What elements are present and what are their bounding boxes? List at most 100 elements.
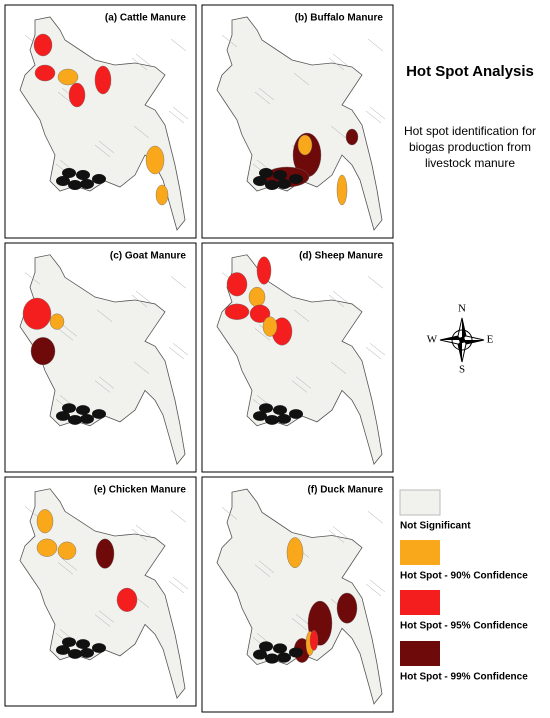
hot-spot	[57, 68, 79, 86]
district-boundary	[133, 125, 150, 139]
hot-spot	[336, 174, 348, 206]
coastal-islands	[76, 170, 90, 180]
coastal-islands	[92, 174, 106, 184]
description-line: biogas production from	[409, 140, 531, 154]
district-boundary	[61, 558, 78, 571]
compass-east: E	[487, 334, 494, 346]
district-boundary	[170, 510, 187, 523]
hot-spot	[36, 538, 58, 557]
legend-label: Hot Spot - 99% Confidence	[400, 672, 528, 683]
district-boundary	[131, 57, 148, 71]
district-boundary	[133, 361, 150, 374]
map-panel: (a) Cattle Manure	[4, 4, 197, 239]
district-boundary	[254, 328, 271, 341]
district-boundary	[94, 614, 111, 627]
coastal-islands	[277, 179, 291, 189]
map-panel: (e) Chicken Manure	[4, 476, 197, 707]
district-boundary	[221, 34, 238, 48]
coastal-islands	[265, 180, 279, 190]
district-boundary	[170, 276, 187, 289]
hot-spot	[36, 509, 54, 534]
map-panel: (d) Sheep Manure	[201, 242, 394, 473]
coastal-islands	[277, 414, 291, 424]
coastal-islands	[273, 405, 287, 415]
hot-spot	[249, 304, 271, 323]
coastal-islands	[265, 653, 279, 664]
coastal-islands	[62, 637, 76, 648]
coastal-islands	[253, 649, 267, 660]
district-boundary	[293, 309, 310, 322]
compass-south: S	[459, 364, 465, 376]
coastal-islands	[253, 411, 267, 421]
district-boundary	[254, 564, 271, 578]
district-boundary	[135, 290, 152, 304]
hot-spot	[256, 256, 272, 285]
district-boundary	[369, 343, 386, 356]
district-boundary	[332, 290, 349, 304]
panel-title: (e) Chicken Manure	[94, 485, 187, 496]
district-boundary	[172, 343, 189, 356]
legend-swatch	[399, 489, 441, 516]
coastal-islands	[68, 180, 82, 190]
panel-title: (d) Sheep Manure	[299, 251, 383, 262]
district-boundary	[295, 376, 312, 389]
hot-spot	[286, 537, 304, 568]
legend-label: Not Significant	[400, 521, 471, 532]
district-boundary	[94, 380, 111, 393]
hot-spot	[345, 128, 359, 146]
district-boundary	[332, 526, 349, 539]
district-boundary	[135, 53, 152, 67]
coastal-islands	[277, 652, 291, 663]
hot-spot	[33, 33, 53, 57]
panel-title: (c) Goat Manure	[110, 251, 187, 262]
hot-spot	[95, 538, 115, 569]
hot-spot	[226, 272, 248, 297]
legend-label: Hot Spot - 95% Confidence	[400, 621, 528, 632]
hot-spot	[248, 287, 266, 308]
district-boundary	[328, 294, 345, 308]
district-boundary	[221, 507, 238, 520]
district-boundary	[61, 324, 78, 337]
district-boundary	[254, 91, 271, 105]
hot-spot	[94, 65, 112, 95]
coastal-islands	[80, 414, 94, 424]
compass-north: N	[458, 303, 466, 315]
hot-spot	[49, 313, 65, 330]
district-boundary	[168, 580, 185, 594]
coastal-islands	[56, 176, 70, 186]
district-boundary	[135, 524, 152, 538]
district-boundary	[291, 618, 308, 631]
district-boundary	[367, 38, 384, 52]
heading: Hot Spot Analysis	[406, 63, 534, 80]
district-boundary	[367, 511, 384, 524]
district-boundary	[367, 276, 384, 289]
coastal-islands	[76, 405, 90, 415]
district-boundary	[94, 144, 111, 158]
hot-spot	[336, 592, 358, 624]
coastal-islands	[56, 411, 70, 421]
district-boundary	[328, 530, 345, 543]
coastal-islands	[273, 643, 287, 654]
coastal-islands	[259, 403, 273, 414]
hot-spot	[22, 297, 52, 330]
coastal-islands	[68, 648, 82, 659]
coastal-islands	[289, 647, 303, 658]
coastal-islands	[273, 170, 287, 180]
compass-west: W	[427, 334, 438, 346]
coastal-islands	[80, 648, 94, 658]
district-boundary	[328, 57, 345, 71]
district-boundary	[57, 562, 74, 575]
coastal-islands	[76, 639, 90, 649]
coastal-islands	[289, 409, 303, 419]
compass: N E S W	[427, 303, 494, 376]
legend-swatch	[400, 590, 440, 615]
panel-title: (b) Buffalo Manure	[295, 13, 384, 24]
coastal-islands	[265, 414, 279, 425]
map-panel: (b) Buffalo Manure	[201, 4, 394, 239]
district-boundary	[96, 309, 113, 322]
district-boundary	[168, 110, 185, 124]
coastal-islands	[56, 645, 70, 655]
legend-label: Hot Spot - 90% Confidence	[400, 571, 528, 582]
coastal-islands	[253, 176, 267, 186]
